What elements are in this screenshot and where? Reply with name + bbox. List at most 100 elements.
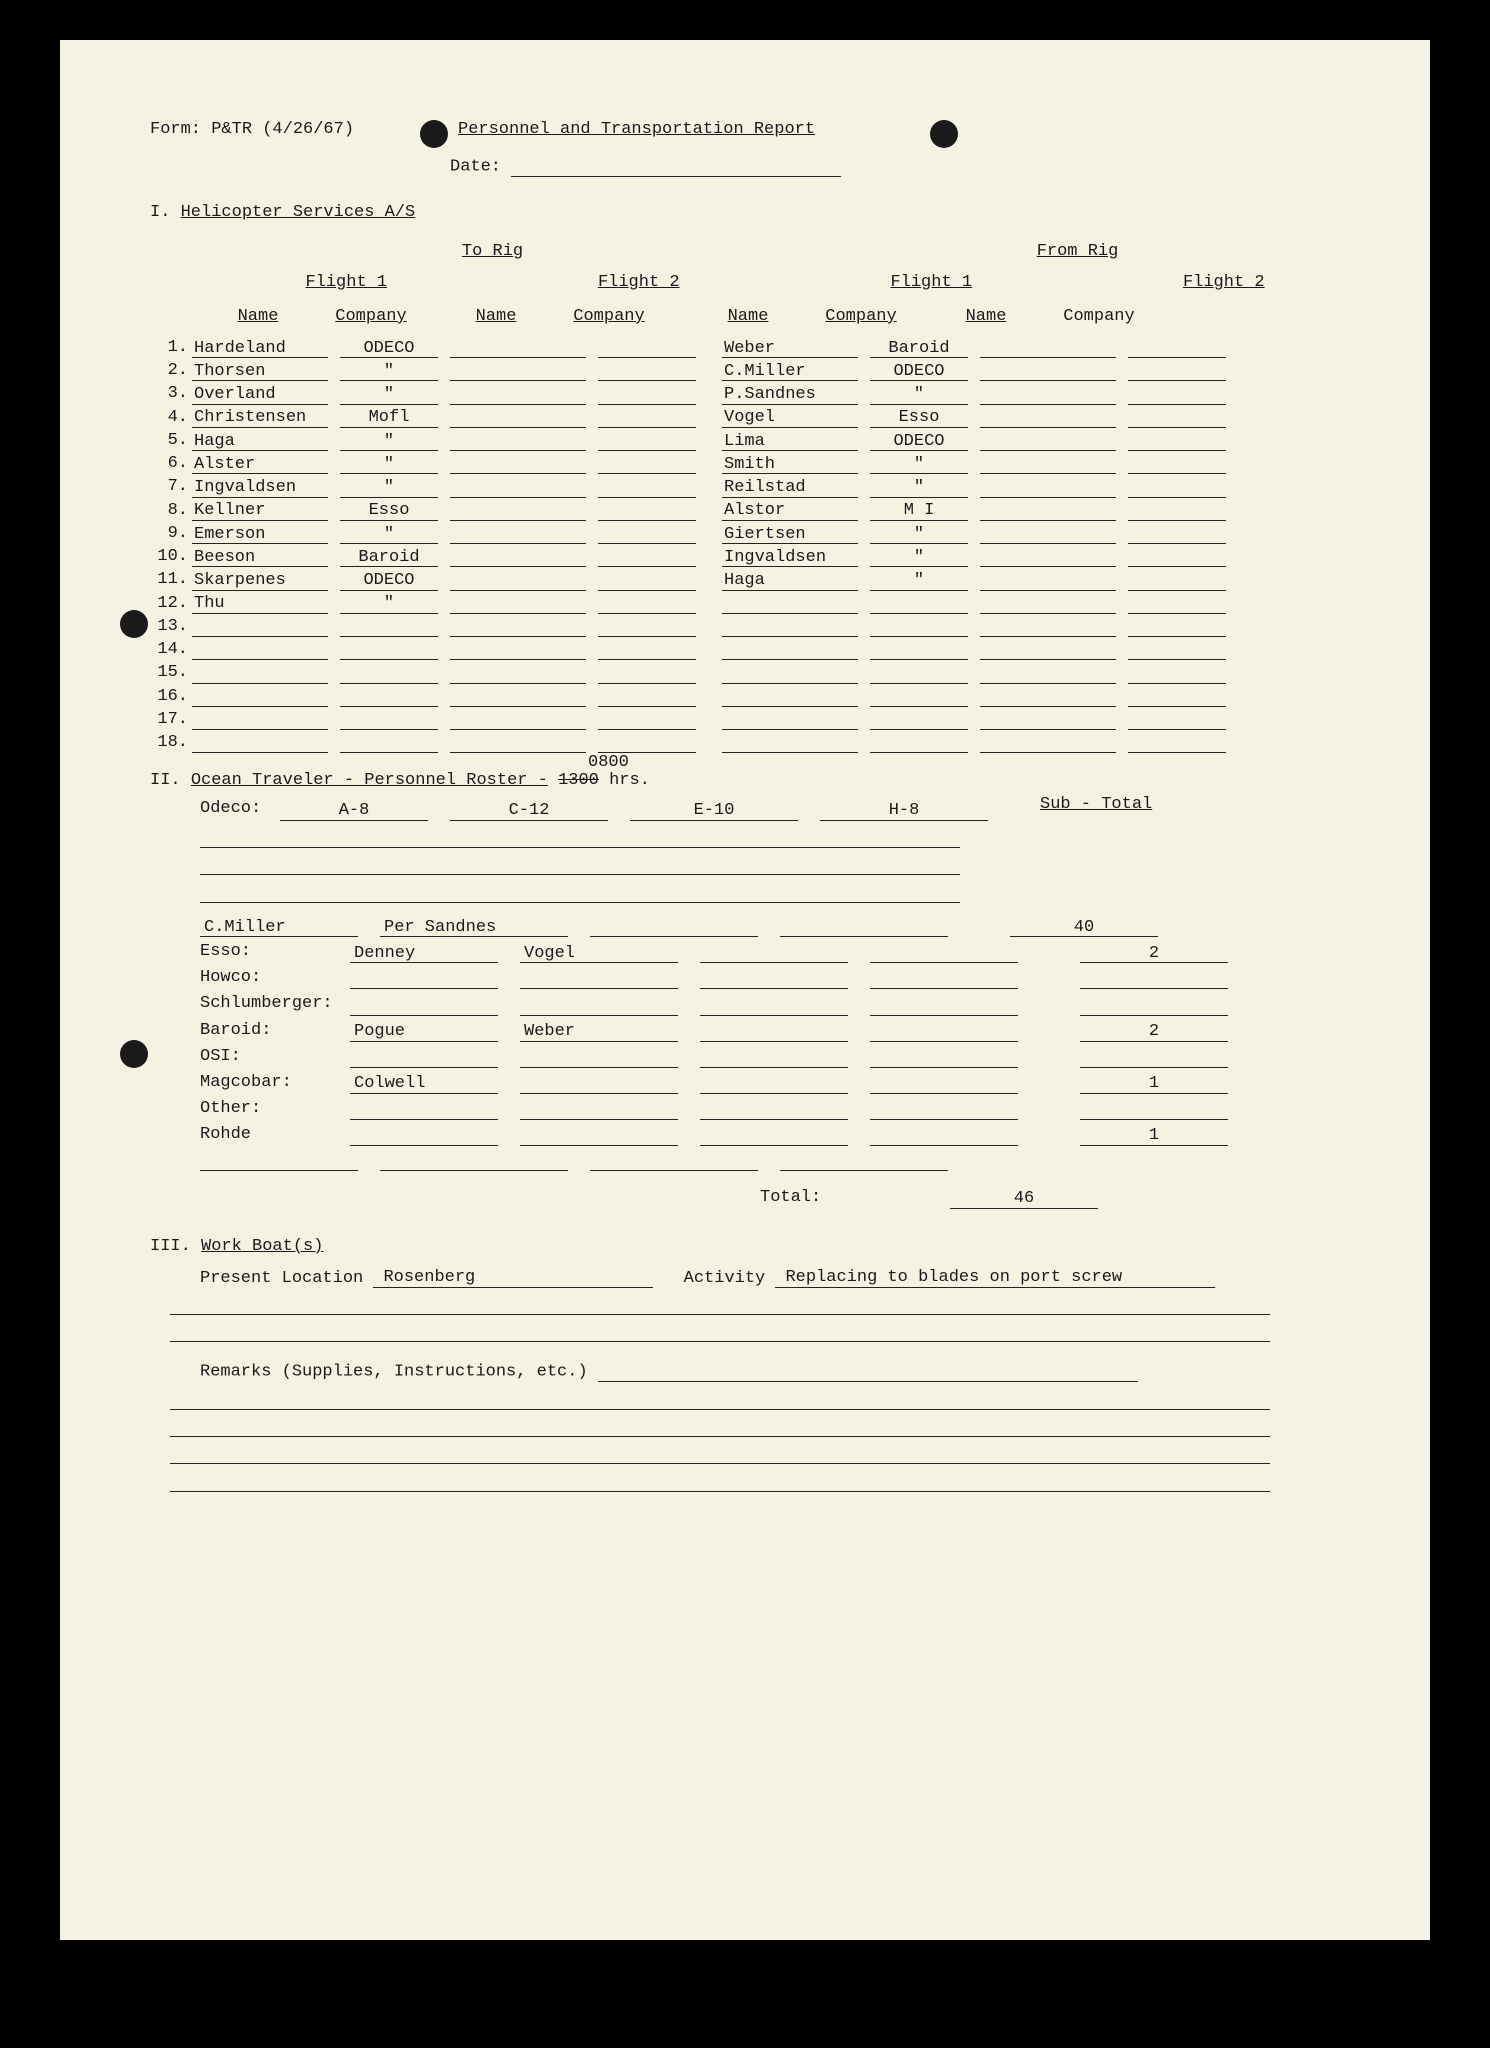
fr1-name: Alstor — [722, 500, 858, 521]
row-number: 5. — [150, 430, 192, 451]
company-val-a: Pogue — [350, 1021, 498, 1042]
to1-name: Haga — [192, 431, 328, 452]
table-row: 9.Emerson"Giertsen" — [150, 523, 1370, 544]
fr1-company: ODECO — [870, 431, 968, 452]
odeco-h: H-8 — [820, 800, 988, 821]
fr1-company — [870, 710, 968, 731]
to1-name — [192, 663, 328, 684]
to1-name — [192, 733, 328, 754]
punch-hole-icon — [120, 610, 148, 638]
to1-name: Emerson — [192, 524, 328, 545]
to2-company — [598, 547, 696, 568]
row-number: 7. — [150, 476, 192, 497]
to2-name — [450, 570, 586, 591]
to2-company — [598, 454, 696, 475]
company-row: OSI: — [200, 1046, 1370, 1068]
table-row: 5.Haga"LimaODECO — [150, 430, 1370, 451]
company-val-a — [350, 995, 498, 1016]
date-label: Date: — [450, 158, 501, 177]
table-row: 18. — [150, 732, 1370, 753]
row-number: 13. — [150, 616, 192, 637]
company-val-b — [520, 1099, 678, 1120]
time-correction: 0800 — [588, 753, 629, 772]
company-row: Esso:DenneyVogel2 — [200, 941, 1370, 963]
to2-name — [450, 640, 586, 661]
fr1-name: C.Miller — [722, 361, 858, 382]
company-val-b: Weber — [520, 1021, 678, 1042]
miller-sub: 40 — [1010, 917, 1158, 938]
table-row: 8.KellnerEssoAlstorM I — [150, 500, 1370, 521]
to2-name — [450, 384, 586, 405]
company-row: Baroid:PogueWeber2 — [200, 1020, 1370, 1042]
row-number: 3. — [150, 383, 192, 404]
fr1-company: " — [870, 570, 968, 591]
company-row: Rohde1 — [200, 1124, 1370, 1146]
blank-line — [200, 827, 960, 848]
to2-name — [450, 431, 586, 452]
col-company: Company — [825, 307, 896, 326]
present-location-value: Rosenberg — [373, 1268, 653, 1288]
company-row: Magcobar:Colwell1 — [200, 1072, 1370, 1094]
fr2-company — [1128, 593, 1226, 614]
company-val-c — [700, 943, 848, 964]
to2-name — [450, 524, 586, 545]
company-val-b — [520, 1073, 678, 1094]
fr1-company: Baroid — [870, 338, 968, 359]
fr1-company: " — [870, 454, 968, 475]
fr2-company — [1128, 384, 1226, 405]
col-name: Name — [476, 307, 517, 326]
col-name: Name — [238, 307, 279, 326]
to1-company — [340, 617, 438, 638]
to2-company — [598, 570, 696, 591]
to2-name — [450, 477, 586, 498]
fr2-company — [1128, 570, 1226, 591]
row-number: 1. — [150, 337, 192, 358]
punch-hole-icon — [120, 1040, 148, 1068]
fr1-name: Vogel — [722, 407, 858, 428]
table-row: 3.Overland"P.Sandnes" — [150, 383, 1370, 404]
fr2-company — [1128, 547, 1226, 568]
to1-name — [192, 640, 328, 661]
to2-name — [450, 710, 586, 731]
company-val-c — [700, 969, 848, 990]
company-val-d — [870, 1125, 1018, 1146]
row-number: 8. — [150, 500, 192, 521]
company-label: OSI: — [200, 1046, 350, 1068]
company-label: Esso: — [200, 941, 350, 963]
fr2-name — [980, 640, 1116, 661]
to1-company — [340, 686, 438, 707]
fr1-company: Esso — [870, 407, 968, 428]
to1-company: " — [340, 593, 438, 614]
section-2-heading-post: hrs. — [609, 771, 650, 790]
section-1-heading: Helicopter Services A/S — [181, 203, 416, 222]
document-page: Form: P&TR (4/26/67) Personnel and Trans… — [60, 40, 1430, 1940]
roster-table: 1.HardelandODECOWeberBaroid2.Thorsen"C.M… — [150, 337, 1370, 754]
company-val-b — [520, 1047, 678, 1068]
col-company: Company — [335, 307, 406, 326]
company-label: Schlumberger: — [200, 993, 350, 1015]
table-row: 13. — [150, 616, 1370, 637]
present-location-label: Present Location — [200, 1269, 363, 1288]
to2-name — [450, 686, 586, 707]
to2-name — [450, 338, 586, 359]
blank-cell — [780, 917, 948, 938]
to1-company: " — [340, 361, 438, 382]
company-val-d — [870, 969, 1018, 990]
company-subtotal: 1 — [1080, 1125, 1228, 1146]
odeco-label: Odeco: — [200, 798, 280, 820]
blank-cell — [200, 1150, 358, 1171]
company-subtotal: 2 — [1080, 943, 1228, 964]
blank-line — [170, 1388, 1270, 1409]
fr1-name: Lima — [722, 431, 858, 452]
section-1-num: I. — [150, 203, 170, 222]
from-flight2: Flight 2 — [1183, 273, 1265, 292]
company-val-b — [520, 969, 678, 990]
to1-company — [340, 640, 438, 661]
fr1-name — [722, 640, 858, 661]
fr2-name — [980, 384, 1116, 405]
to1-name: Beeson — [192, 547, 328, 568]
odeco-a: A-8 — [280, 800, 428, 821]
odeco-e: E-10 — [630, 800, 798, 821]
fr2-company — [1128, 663, 1226, 684]
to1-company — [340, 733, 438, 754]
